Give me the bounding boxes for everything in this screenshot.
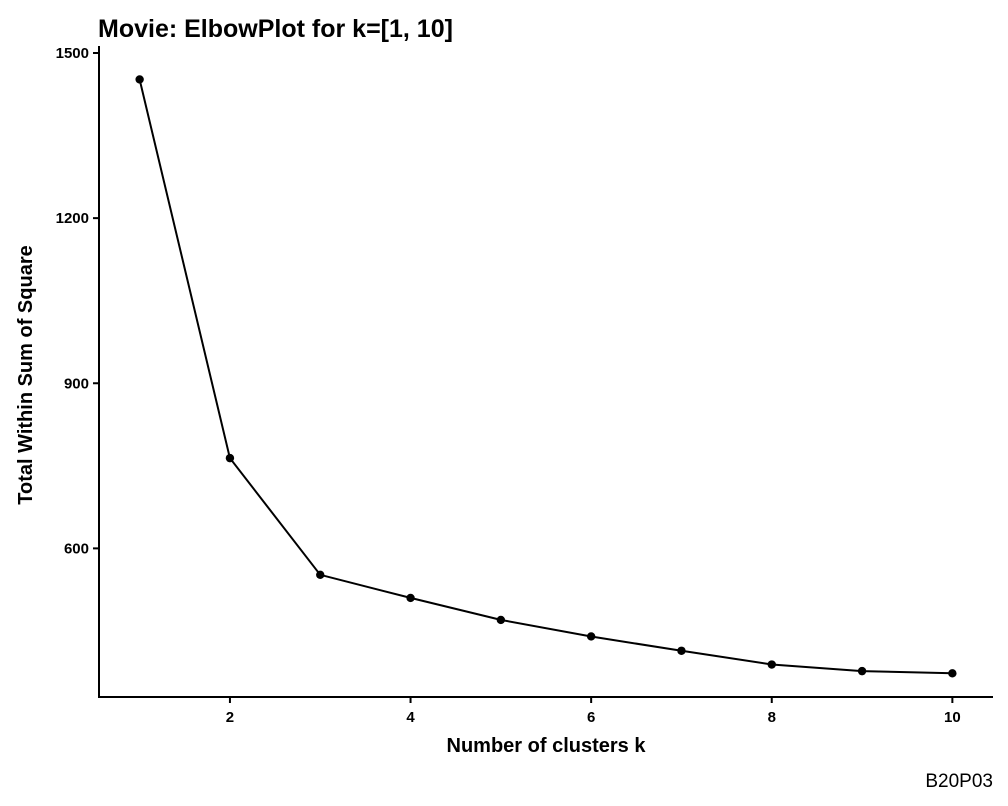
x-tick-label: 4 — [406, 709, 415, 726]
x-tick-label: 2 — [226, 709, 234, 726]
data-point — [857, 666, 867, 676]
y-axis-ticks: 600 900 1200 1500 — [56, 45, 99, 557]
y-tick-label: 1200 — [56, 210, 89, 227]
chart-title: Movie: ElbowPlot for k=[1, 10] — [98, 15, 453, 43]
y-tick-label: 600 — [64, 540, 89, 557]
data-points — [135, 75, 957, 678]
series-line — [138, 79, 953, 675]
data-point — [677, 646, 686, 655]
data-point — [496, 615, 506, 625]
x-tick-label: 8 — [768, 709, 776, 726]
data-point — [948, 669, 957, 678]
y-tick-label: 900 — [64, 375, 89, 392]
y-axis-title: Total Within Sum of Square — [15, 245, 37, 504]
data-point — [586, 632, 596, 641]
data-point — [767, 660, 776, 669]
chart-caption: B20P03 — [925, 771, 993, 792]
data-point — [135, 75, 144, 84]
x-axis-title: Number of clusters k — [447, 735, 647, 757]
x-tick-label: 10 — [944, 709, 961, 726]
data-point — [316, 570, 325, 580]
data-point — [406, 593, 415, 603]
y-tick-label: 1500 — [56, 45, 89, 62]
x-axis-ticks: 2 4 6 8 10 — [226, 697, 961, 726]
x-tick-label: 6 — [587, 709, 595, 726]
data-point — [225, 453, 235, 463]
